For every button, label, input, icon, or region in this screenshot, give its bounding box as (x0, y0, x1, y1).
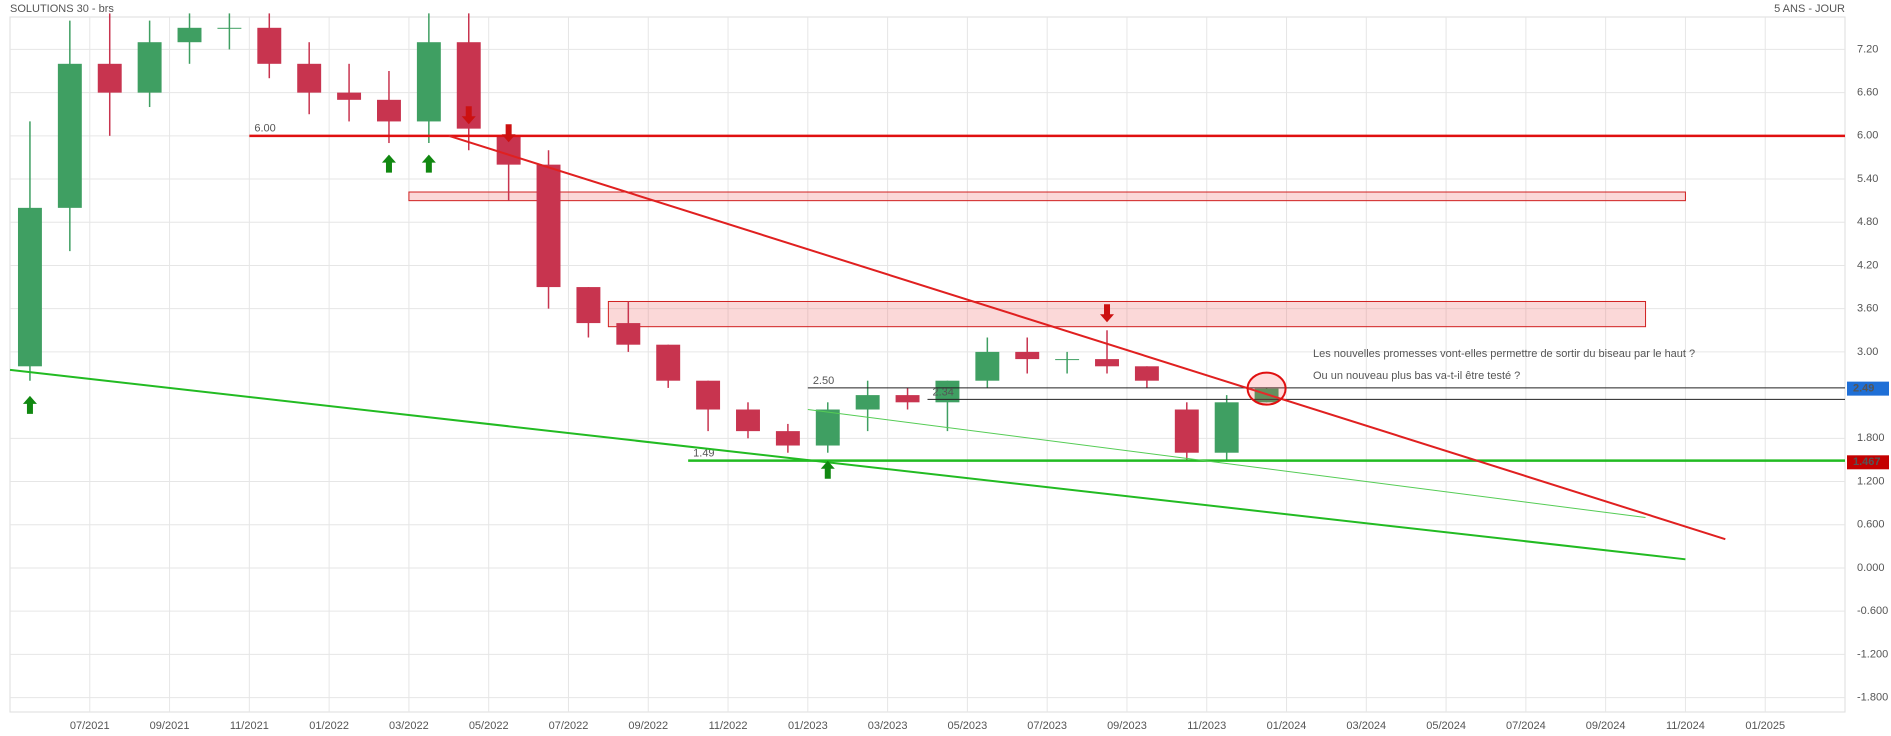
y-tick-label: 1.200 (1857, 475, 1885, 487)
x-tick-label: 05/2024 (1426, 720, 1466, 732)
candle-body (1214, 402, 1239, 453)
x-tick-label: 09/2023 (1107, 720, 1147, 732)
x-tick-label: 09/2021 (150, 720, 190, 732)
candle-body (1055, 359, 1080, 361)
highlight-circle (1246, 371, 1287, 406)
y-tick-label: -1.200 (1857, 648, 1888, 660)
arrow (501, 124, 516, 143)
candle-body (1174, 409, 1199, 453)
x-tick-label: 09/2022 (628, 720, 668, 732)
x-tick-label: 01/2025 (1745, 720, 1785, 732)
x-tick-label: 03/2022 (389, 720, 429, 732)
y-tick-label: -0.600 (1857, 605, 1888, 617)
y-tick-label: 5.40 (1857, 173, 1878, 185)
candle-body (616, 323, 641, 345)
arrow (22, 395, 37, 414)
candle-body (177, 27, 202, 43)
arrow (820, 460, 835, 479)
x-tick-label: 07/2022 (549, 720, 589, 732)
candle-body (576, 287, 601, 324)
price-label: 2.49 (1853, 383, 1874, 395)
candle-body (855, 395, 880, 410)
candle-body (775, 431, 800, 446)
trend-line (807, 409, 1646, 519)
candle-body (935, 380, 960, 403)
candle-body (1015, 351, 1040, 360)
candle-body (137, 42, 162, 93)
x-tick-label: 07/2024 (1506, 720, 1546, 732)
zone (607, 300, 1647, 328)
y-tick-label: 4.80 (1857, 216, 1878, 228)
candle-body (416, 42, 441, 122)
candle-body (895, 395, 920, 403)
price-badge (1847, 455, 1889, 470)
y-tick-label: 1.800 (1857, 432, 1885, 444)
y-tick-label: 3.00 (1857, 346, 1878, 358)
candle-body (1095, 359, 1119, 367)
trend-line (448, 134, 1726, 541)
candle-body (217, 27, 242, 29)
arrow (1100, 304, 1115, 323)
x-tick-label: 03/2024 (1346, 720, 1386, 732)
y-tick-label: 0.600 (1857, 519, 1885, 531)
price-badge (1847, 381, 1889, 396)
candle-body (57, 63, 82, 208)
arrow (421, 154, 436, 173)
x-tick-label: 03/2023 (868, 720, 908, 732)
y-tick-label: 0.000 (1857, 562, 1885, 574)
x-tick-label: 01/2024 (1267, 720, 1307, 732)
x-tick-label: 01/2023 (788, 720, 828, 732)
y-tick-label: -1.800 (1857, 692, 1888, 704)
candle-body (97, 63, 122, 93)
x-tick-label: 11/2021 (230, 720, 269, 732)
candle-body (975, 351, 1000, 381)
y-tick-label: 6.00 (1857, 130, 1878, 142)
level-label: 2.34 (933, 386, 954, 398)
level-label: 1.49 (693, 448, 714, 460)
y-tick-label: 3.60 (1857, 303, 1878, 315)
chart-title: SOLUTIONS 30 - brs (10, 3, 114, 15)
y-tick-label: 4.20 (1857, 259, 1878, 271)
note: Ou un nouveau plus bas va-t-il être test… (1313, 370, 1520, 382)
x-tick-label: 05/2022 (469, 720, 509, 732)
note: Les nouvelles promesses vont-elles perme… (1313, 348, 1695, 360)
y-tick-label: 7.20 (1857, 43, 1878, 55)
candle-body (377, 99, 401, 122)
candle-body (337, 92, 362, 100)
candle-body (456, 42, 481, 129)
plot-area (9, 16, 1846, 713)
level-label: 6.00 (254, 123, 275, 135)
candle-body (696, 380, 721, 410)
zone (408, 191, 1686, 202)
price-label: 1.467 (1853, 456, 1881, 468)
candle-body (536, 164, 561, 288)
x-tick-label: 11/2022 (709, 720, 748, 732)
x-tick-label: 07/2021 (70, 720, 110, 732)
candle-body (17, 207, 42, 367)
x-tick-label: 05/2023 (948, 720, 988, 732)
chart-subtitle: 5 ANS - JOUR (1774, 3, 1845, 15)
candle-body (1134, 366, 1159, 381)
x-tick-label: 01/2022 (309, 720, 349, 732)
x-tick-label: 07/2023 (1027, 720, 1067, 732)
arrow (381, 154, 396, 173)
candle-body (815, 409, 840, 446)
candle-body (297, 63, 322, 93)
arrow (461, 106, 476, 125)
y-tick-label: 6.60 (1857, 87, 1878, 99)
level-label: 2.50 (813, 375, 834, 387)
trend-line (9, 368, 1686, 561)
candle-body (656, 344, 681, 381)
candle-body (257, 27, 282, 64)
x-tick-label: 11/2024 (1666, 720, 1705, 732)
x-tick-label: 09/2024 (1586, 720, 1626, 732)
x-tick-label: 11/2023 (1187, 720, 1226, 732)
candle-body (736, 409, 760, 432)
